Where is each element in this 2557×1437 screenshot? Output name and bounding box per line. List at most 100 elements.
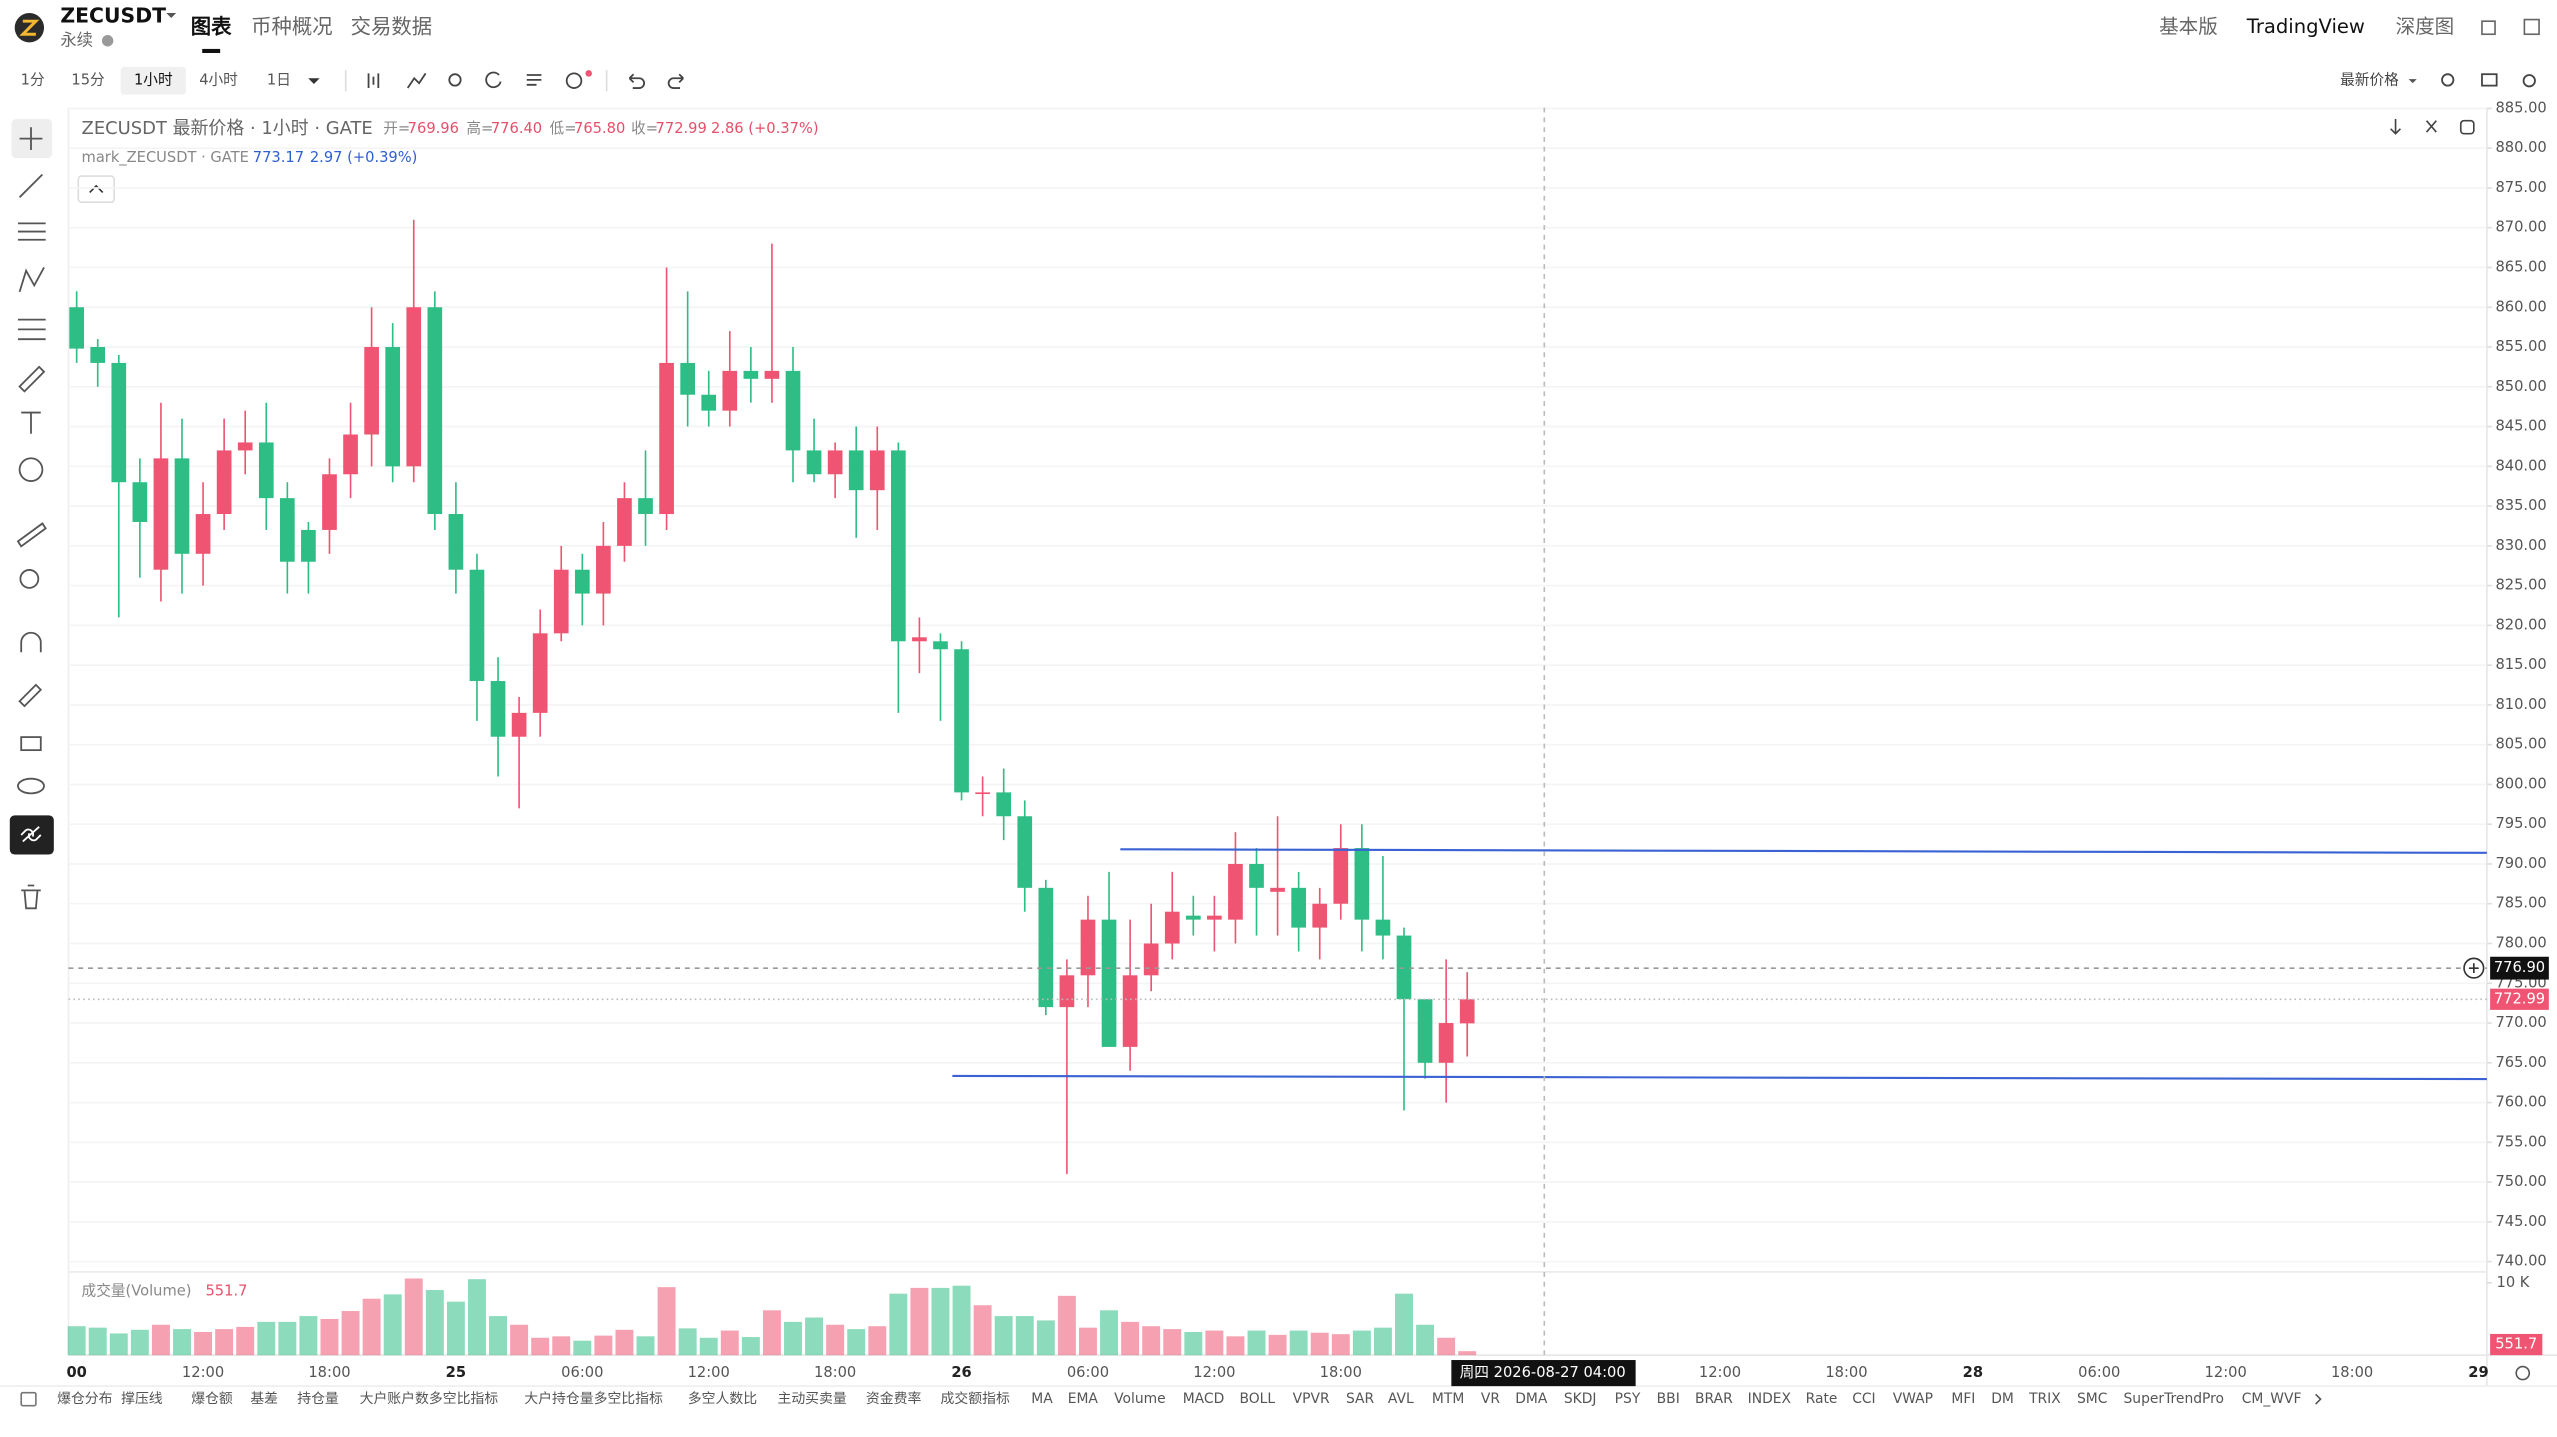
y-tick-label: 780.00 — [2495, 935, 2546, 952]
indicator-option[interactable]: MACD — [1183, 1391, 1225, 1407]
interval[interactable]: 1日 — [267, 72, 291, 89]
undo-icon[interactable] — [628, 73, 645, 89]
indicator-option[interactable]: DMA — [1515, 1391, 1548, 1407]
indicator-icon[interactable] — [406, 72, 427, 89]
volume-bar — [1331, 1334, 1350, 1356]
indicator-option[interactable]: 基差 — [250, 1390, 278, 1407]
axis-settings-icon[interactable] — [2515, 1365, 2531, 1381]
indicator-option[interactable]: SKDJ — [1564, 1391, 1597, 1407]
indicator-option[interactable]: DM — [1991, 1391, 2014, 1407]
volume-legend: 成交量(Volume) — [82, 1282, 192, 1300]
indicator-option[interactable]: 撑压线 — [121, 1391, 163, 1407]
indicator-option[interactable]: PSY — [1615, 1391, 1641, 1407]
indicator-option[interactable]: Volume — [1114, 1391, 1166, 1407]
indicator-option[interactable]: SuperTrendPro — [2124, 1391, 2225, 1407]
view-option[interactable]: TradingView — [2246, 15, 2365, 38]
collapse-icon[interactable] — [2425, 120, 2437, 133]
emoji-tool[interactable] — [18, 457, 44, 482]
indicator-option[interactable]: SMC — [2077, 1391, 2107, 1407]
legend-value: 776.40 — [491, 120, 542, 137]
indicator-option[interactable]: SAR — [1346, 1391, 1375, 1407]
price-type[interactable]: 最新价格 — [2340, 72, 2399, 89]
symbol-dropdown[interactable] — [166, 13, 177, 18]
indicator-option[interactable]: 爆仓额 — [191, 1391, 233, 1407]
fullscreen-icon[interactable] — [2481, 20, 2496, 36]
info-icon[interactable] — [101, 35, 114, 47]
settings-icon[interactable] — [2522, 74, 2536, 88]
interval[interactable]: 4小时 — [199, 72, 238, 89]
alert-icon[interactable] — [448, 73, 462, 87]
indicator-option[interactable]: CCI — [1852, 1391, 1875, 1407]
interval[interactable]: 1小时 — [134, 72, 173, 89]
indicator-option[interactable]: CM_WVF — [2242, 1391, 2302, 1407]
interval[interactable]: 15分 — [71, 72, 105, 89]
visibility-tool[interactable] — [17, 777, 45, 795]
indicator-option[interactable]: Rate — [1806, 1391, 1838, 1407]
search-icon[interactable] — [2441, 73, 2455, 87]
tab[interactable]: 图表 — [191, 15, 232, 39]
candle-type-icon[interactable] — [367, 73, 380, 89]
indicator-option[interactable]: 主动买卖量 — [777, 1391, 846, 1407]
magnet-tool[interactable] — [20, 631, 42, 653]
indicator-settings-icon[interactable] — [20, 1391, 37, 1407]
indicator-option[interactable]: 大户账户数多空比指标 — [360, 1390, 499, 1407]
indicator-option[interactable]: BOLL — [1239, 1391, 1275, 1407]
indicator-option[interactable]: 爆仓分布 — [57, 1391, 113, 1407]
candle-body — [511, 712, 527, 737]
replay-icon[interactable] — [485, 71, 502, 89]
candle-body — [659, 362, 674, 515]
zoom-tool[interactable] — [19, 569, 40, 589]
link-tool[interactable] — [20, 826, 42, 843]
indicator-option[interactable]: MTM — [1432, 1391, 1464, 1407]
template-icon[interactable] — [526, 74, 542, 86]
view-option[interactable]: 基本版 — [2159, 15, 2218, 38]
camera-icon[interactable] — [2481, 73, 2498, 87]
reset-icon[interactable] — [2459, 119, 2475, 135]
indicator-option[interactable]: VPVR — [1293, 1391, 1330, 1407]
brush-tool[interactable] — [18, 365, 46, 393]
indicator-option[interactable]: BBI — [1657, 1391, 1680, 1407]
candle-body — [680, 362, 695, 395]
indicator-option[interactable]: BRAR — [1695, 1391, 1733, 1407]
trend-line-tool[interactable] — [18, 173, 44, 198]
candle-body — [322, 474, 337, 530]
indicator-option[interactable]: MA — [1031, 1391, 1053, 1407]
indicator-option[interactable]: EMA — [1068, 1391, 1099, 1407]
delete-tool[interactable] — [21, 884, 41, 910]
collapse-legend-button[interactable] — [77, 175, 115, 204]
view-option[interactable]: 深度图 — [2396, 15, 2455, 38]
indicator-option[interactable]: 成交额指标 — [941, 1390, 1010, 1407]
candle-body — [385, 347, 401, 467]
price-type-dropdown[interactable] — [2408, 79, 2417, 84]
indicator-option[interactable]: 持仓量 — [297, 1391, 339, 1407]
crosshair-tool[interactable] — [19, 127, 43, 151]
interval[interactable]: 1分 — [21, 72, 45, 89]
lock-draw-tool[interactable] — [18, 683, 43, 708]
symbol[interactable]: ZECUSDT — [60, 3, 166, 27]
text-tool[interactable] — [21, 411, 41, 434]
indicator-option[interactable]: AVL — [1388, 1391, 1414, 1407]
fib-tool[interactable] — [17, 318, 46, 341]
indicator-scroll-arrow[interactable] — [2315, 1393, 2322, 1405]
redo-icon[interactable] — [667, 73, 684, 89]
indicator-option[interactable]: VR — [1481, 1391, 1500, 1407]
indicator-option[interactable]: MFI — [1951, 1391, 1975, 1407]
indicator-option[interactable]: VWAP — [1893, 1391, 1933, 1407]
indicator-option[interactable]: INDEX — [1748, 1391, 1792, 1407]
ruler-tool[interactable] — [16, 522, 47, 548]
interval-dropdown[interactable] — [308, 78, 320, 84]
parallel-tool[interactable] — [17, 222, 46, 241]
plugin-icon[interactable] — [565, 72, 583, 89]
tab[interactable]: 币种概况 — [251, 15, 333, 39]
indicator-option[interactable]: TRIX — [2028, 1391, 2061, 1407]
scroll-latest-icon[interactable] — [2390, 119, 2402, 135]
pattern-tool[interactable] — [18, 267, 45, 293]
indicator-option[interactable]: 资金费率 — [866, 1390, 922, 1407]
window-icon[interactable] — [2523, 18, 2540, 36]
indicator-option[interactable]: 大户持仓量多空比指标 — [524, 1390, 663, 1407]
indicator-option[interactable]: 多空人数比 — [688, 1390, 757, 1407]
y-tick-label: 835.00 — [2495, 497, 2546, 514]
lock-tool[interactable] — [20, 736, 42, 752]
candle-body — [638, 498, 653, 515]
tab[interactable]: 交易数据 — [351, 15, 433, 39]
